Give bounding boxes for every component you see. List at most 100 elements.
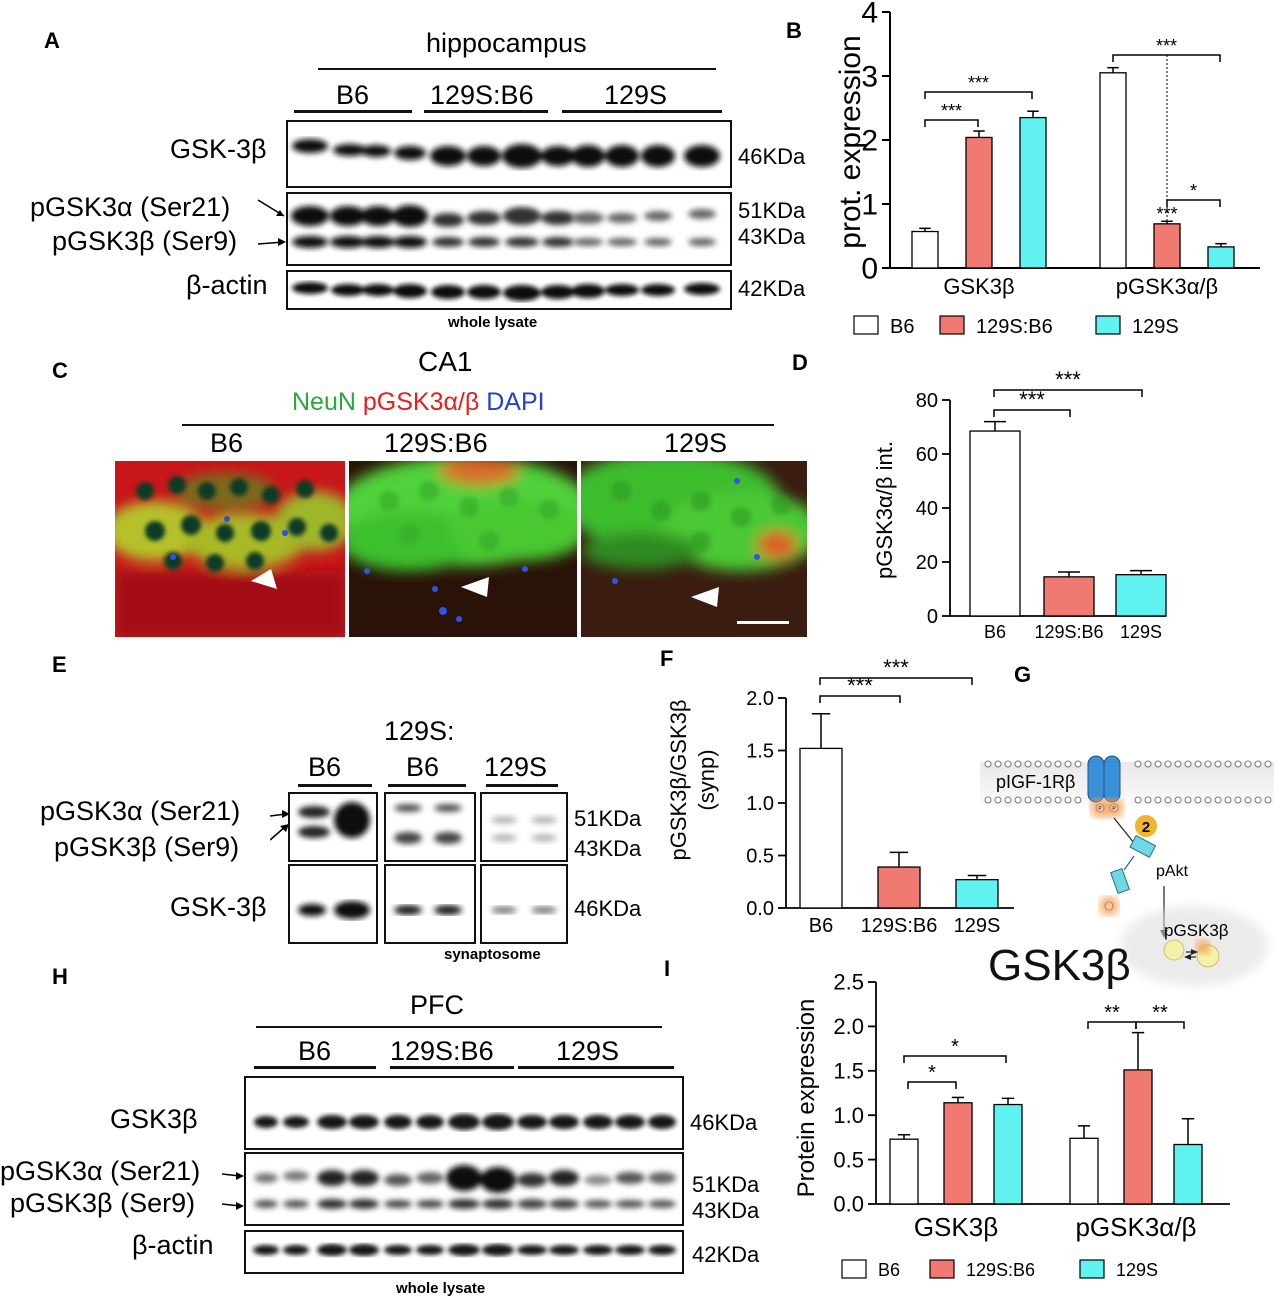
group-label-129s-b6: B6 [406, 752, 440, 782]
panel-label-c: C [52, 358, 68, 383]
y-tick-label: 1.5 [746, 741, 774, 763]
blot-pgsk3-129s-b6 [384, 792, 476, 862]
y-axis-title: Protein expression [793, 999, 820, 1198]
stain-legend: NeuN pGSK3α/β DAPI [292, 388, 545, 417]
band-strip [394, 804, 462, 844]
sig-label: *** [1156, 36, 1177, 56]
region-label: hippocampus [426, 28, 587, 58]
bar [955, 878, 999, 909]
y-tick-label: 2.5 [833, 970, 864, 995]
blot-gsk3b [244, 1076, 684, 1150]
akt-icon [1100, 834, 1157, 915]
row-label-gsk3b: GSK-3β [170, 892, 267, 922]
step-badge [1135, 815, 1157, 837]
sig-bracket [924, 91, 1033, 99]
panel-label-d: D [792, 350, 808, 375]
sig-label: * [1190, 181, 1197, 201]
bar [943, 1102, 973, 1205]
legend-label: 129S:B6 [976, 316, 1053, 338]
blot-pgsk3-b6 [288, 792, 378, 862]
legend-label: B6 [878, 1260, 900, 1280]
product-label: pGSK3β [1164, 921, 1229, 940]
bar [993, 1103, 1023, 1205]
legend-label: 129S [1132, 316, 1179, 338]
legend-swatch [1095, 315, 1121, 335]
x-category-label: 129S [954, 915, 1001, 937]
panel-label-e: E [52, 652, 67, 677]
row-label-pgsk3b: pGSK3β (Ser9) [54, 832, 240, 862]
legend-label: 129S:B6 [966, 1260, 1035, 1280]
membrane-lipids [984, 760, 1272, 804]
y-tick-label: 60 [916, 444, 938, 466]
y-axis-title-2: (synp) [694, 749, 719, 810]
bar [1043, 576, 1095, 617]
sig-label: * [951, 1036, 959, 1058]
bar [889, 1138, 919, 1205]
y-tick-label: 1.5 [833, 1059, 864, 1084]
sig-bracket [993, 409, 1071, 417]
row-label-actin: β-actin [186, 270, 268, 300]
x-category-label: B6 [984, 622, 1006, 642]
phospho-label: P [1112, 806, 1116, 812]
panel-label-a: A [44, 28, 60, 53]
y-axis-title: pGSK3α/β int. [872, 441, 897, 579]
y-tick-label: 2.0 [746, 688, 774, 710]
bar [1069, 1137, 1099, 1205]
group-bar-b6 [298, 784, 372, 787]
region-bar [318, 68, 716, 70]
x-category-label: 129S:B6 [861, 915, 938, 937]
sig-label: *** [847, 673, 873, 698]
y-tick-label: 20 [916, 552, 938, 574]
y-axis-title: prot. expression [834, 35, 867, 248]
y-tick-label: 0.0 [746, 898, 774, 920]
blot-pgsk3 [244, 1152, 684, 1226]
band-strip [291, 205, 716, 248]
panel-label-i: I [664, 956, 671, 981]
legend-label: 129S [1116, 1260, 1158, 1280]
band-strip [298, 802, 370, 838]
group-bar-129s [518, 1066, 674, 1069]
sig-bracket [819, 677, 973, 685]
panel-label-h: H [52, 964, 68, 989]
step-number: 2 [1142, 819, 1150, 836]
group-bar-129s [486, 784, 558, 787]
mw-51: 51KDa [692, 1172, 760, 1197]
bar [1123, 1069, 1153, 1205]
group-bar-b6 [254, 1066, 376, 1069]
region-bar [256, 1026, 662, 1028]
mw-43: 43KDa [692, 1198, 760, 1223]
y-tick-label: 40 [916, 498, 938, 520]
group-label-129s: 129S [484, 752, 548, 782]
band-strip [292, 282, 720, 301]
group-label-b6: B6 [210, 428, 244, 458]
micrograph-b6 [114, 460, 346, 638]
sig-bracket [993, 389, 1143, 397]
row-label-pgsk3a: pGSK3α (Ser21) [0, 1156, 201, 1186]
chart-f: 0.0 0.5 1.0 1.5 2.0 pGSK3β/GSK3β (synp) B6 129S:… [666, 655, 1014, 937]
sig-label: *** [1055, 367, 1081, 392]
region-label: CA1 [418, 346, 473, 377]
sig-label: *** [968, 73, 989, 93]
mw-42: 42KDa [738, 276, 806, 301]
mw-43: 43KDa [738, 224, 806, 249]
row-label-actin: β-actin [132, 1230, 214, 1260]
band-strip [292, 139, 720, 168]
row-label-pgsk3b: pGSK3β (Ser9) [10, 1188, 196, 1218]
group-label-129s-b6: 129S:B6 [390, 1036, 494, 1066]
pathway-diagram: P P pIGF-1Rβ 2 pAkt pGSK3β GSK3β [980, 755, 1274, 990]
stain-dapi: DAPI [486, 388, 545, 416]
y-tick-label: 2.0 [833, 1014, 864, 1039]
y-tick-label: 1.0 [833, 1103, 864, 1128]
y-tick-label: 2 [861, 125, 878, 158]
micrograph-image [115, 461, 345, 637]
band-strip [491, 906, 557, 914]
sig-bracket [819, 695, 901, 703]
row-label-pgsk3b: pGSK3β (Ser9) [52, 226, 238, 256]
y-tick-label: 0.5 [833, 1147, 864, 1172]
mw-46: 46KDa [690, 1110, 758, 1135]
sig-label: * [928, 1062, 936, 1084]
bar [965, 136, 993, 269]
mw-42: 42KDa [692, 1242, 760, 1267]
bar [1019, 116, 1047, 269]
group-label-b6: B6 [336, 80, 370, 110]
